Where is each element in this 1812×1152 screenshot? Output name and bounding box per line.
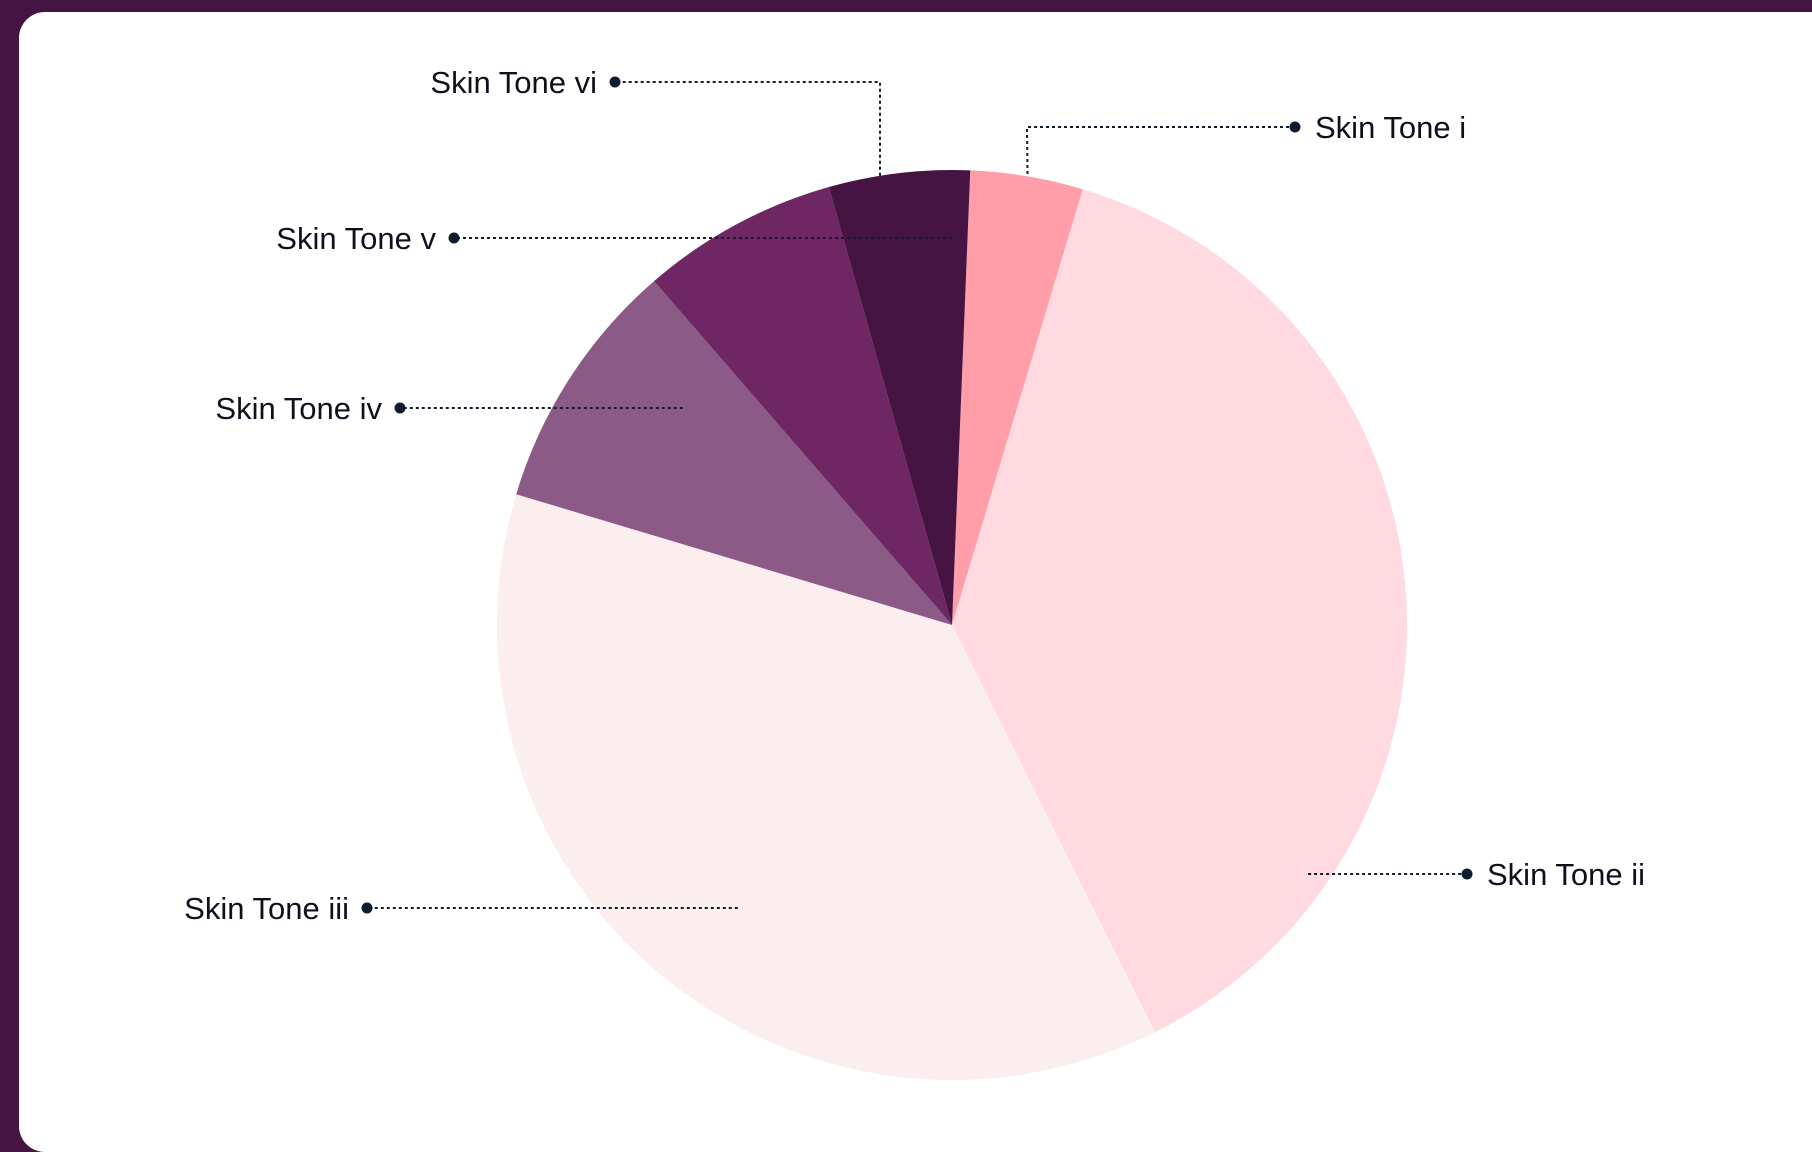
slice-label-2: Skin Tone ii — [1487, 857, 1645, 892]
pie-chart: Skin Tone i Skin Tone ii Skin Tone iii Skin… — [184, 65, 1645, 1081]
slice-label-1: Skin Tone i — [1315, 110, 1466, 145]
leader-dot-4 — [394, 402, 406, 414]
pie-slice-2 — [952, 189, 1408, 1033]
leader-dot-6 — [609, 76, 621, 88]
leader-dot-3 — [361, 902, 373, 914]
pie-slice-1 — [952, 170, 1083, 625]
slice-label-4: Skin Tone iv — [215, 391, 382, 426]
slice-label-5: Skin Tone v — [276, 221, 436, 256]
pie-slice-3 — [496, 494, 1156, 1081]
pie-slice-6 — [828, 170, 971, 625]
leader-dot-1 — [1289, 121, 1301, 133]
leader-line-6 — [615, 81, 881, 176]
leader-line-1 — [1025, 126, 1295, 175]
pie-slices — [496, 170, 1408, 1081]
pie-leader-lines — [361, 76, 1473, 914]
pie-labels: Skin Tone i Skin Tone ii Skin Tone iii Skin… — [184, 65, 1645, 926]
slice-label-6: Skin Tone vi — [430, 65, 597, 100]
leader-dot-5 — [448, 232, 460, 244]
pie-slice-4 — [516, 281, 952, 625]
pie-slice-5 — [654, 186, 952, 626]
leader-dot-2 — [1461, 868, 1473, 880]
slice-label-3: Skin Tone iii — [184, 891, 349, 926]
